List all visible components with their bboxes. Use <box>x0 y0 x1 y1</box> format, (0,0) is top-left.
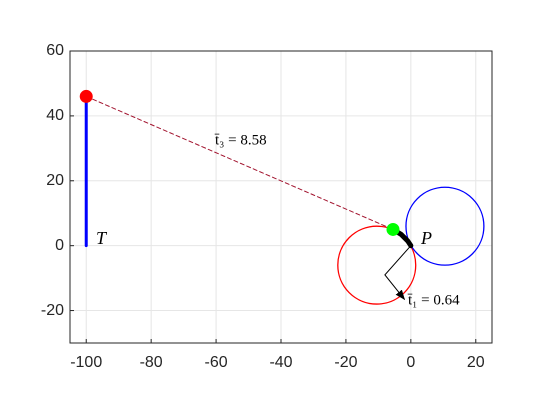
x-tick-label: -60 <box>205 354 228 371</box>
x-tick-label: 0 <box>406 354 415 371</box>
y-tick-label: 20 <box>46 172 64 189</box>
y-tick-label: -20 <box>41 302 64 319</box>
point <box>386 222 400 236</box>
circle <box>337 225 417 305</box>
annotation: P <box>420 228 432 248</box>
y-tick-label: 40 <box>46 107 64 124</box>
x-tick-label: -100 <box>70 354 102 371</box>
x-tick-label: -80 <box>140 354 163 371</box>
annotation: T <box>96 228 108 248</box>
axes-box <box>69 50 493 344</box>
annotation: t̄₁ = 0.64 <box>407 292 460 308</box>
x-tick-label: -40 <box>269 354 292 371</box>
x-tick-label: 20 <box>467 354 485 371</box>
y-tick-label: 0 <box>55 237 64 254</box>
line <box>384 245 412 300</box>
point <box>79 89 93 103</box>
y-tick-label: 60 <box>46 42 64 59</box>
line <box>85 95 394 230</box>
annotation: t̄₃ = 8.58 <box>214 132 267 148</box>
x-tick-label: -20 <box>334 354 357 371</box>
circle <box>405 186 485 266</box>
